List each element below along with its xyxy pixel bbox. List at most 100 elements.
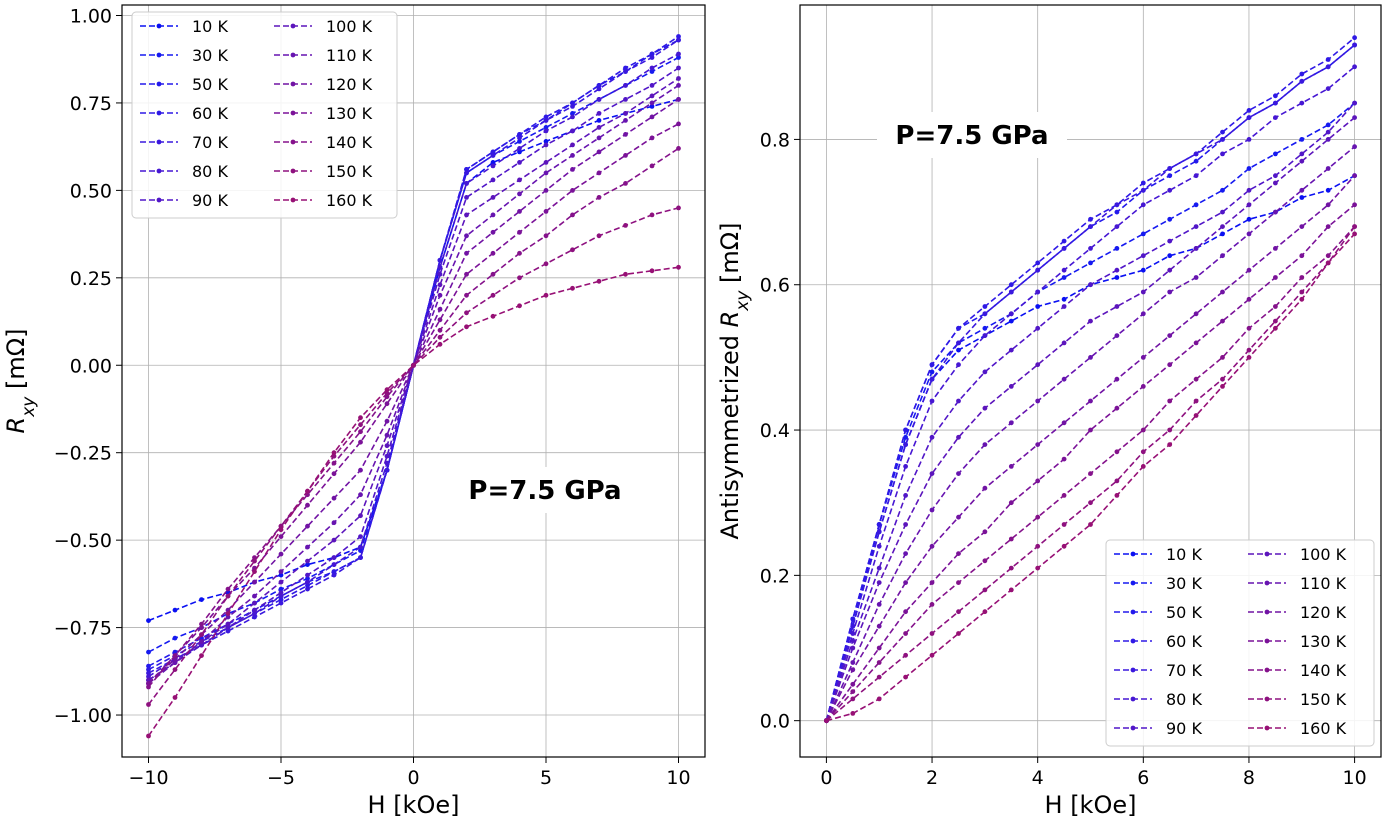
right-series-6-point (1140, 253, 1146, 259)
left-series-7-point (384, 443, 390, 449)
right-series-13-point (1193, 413, 1199, 418)
right-series-12-point (1299, 289, 1305, 295)
left-series-13-point (490, 313, 496, 319)
right-series-0-point (956, 347, 961, 353)
right-series-12-point (1114, 478, 1120, 484)
right-series-6-point (1193, 224, 1199, 230)
right-xtick-label: 10 (1342, 767, 1366, 789)
right-series-7-point (1140, 289, 1146, 295)
left-series-4-point (570, 104, 575, 109)
right-series-0-point (1167, 253, 1173, 259)
left-series-0-point (596, 118, 602, 123)
left-series-10-point (676, 121, 681, 127)
left-series-9-point (437, 306, 443, 312)
right-legend-item: 30 K (1114, 574, 1202, 593)
right-series-8-point (903, 551, 908, 556)
left-series-9-point (517, 209, 522, 214)
right-series-0-point (1061, 296, 1067, 302)
right-series-13-point (1035, 565, 1041, 571)
left-series-12-point (358, 422, 363, 428)
right-series-1-point (1114, 246, 1120, 251)
left-series-4-point (464, 170, 469, 176)
left-series-13-point (437, 341, 443, 347)
left-legend-marker (290, 52, 296, 58)
left-series-line-5 (148, 53, 679, 678)
left-legend: 10 K 30 K 50 K 60 K 70 K 80 K 90 K 100 K 110 K 12… (131, 11, 398, 219)
left-ytick-label: 0.00 (70, 355, 112, 377)
right-series-13-point (929, 652, 935, 658)
left-series-11-point (570, 212, 575, 218)
left-series-3-point (570, 100, 575, 106)
right-series-3-point (929, 362, 935, 368)
left-series-1-point (172, 635, 178, 641)
right-series-12-point (1061, 522, 1067, 527)
left-xtick-label: −10 (128, 767, 168, 789)
left-series-8-point (676, 83, 681, 88)
left-series-6-point (543, 142, 549, 148)
right-series-11-point (1061, 493, 1067, 498)
right-series-3-point (1088, 216, 1093, 222)
left-series-7-point (225, 621, 231, 627)
right-series-4-point (1299, 78, 1305, 84)
right-series-6-point (850, 638, 856, 644)
left-series-10-point (570, 188, 575, 193)
left-series-3-point (596, 83, 602, 88)
right-series-8-point (982, 442, 988, 447)
left-series-0-point (649, 104, 655, 109)
left-series-9-point (490, 229, 496, 235)
left-series-4-point (305, 586, 310, 592)
right-series-9-point (1220, 289, 1225, 295)
right-series-3-point (903, 427, 908, 433)
right-series-8-point (1140, 311, 1146, 317)
left-series-10-point (543, 209, 549, 214)
left-legend-label: 30 K (192, 46, 228, 65)
right-annotation-group: P=7.5 GPa (877, 112, 1067, 158)
left-legend-marker (156, 23, 162, 29)
right-series-10-point (929, 580, 935, 585)
left-legend-item: 70 K (140, 133, 228, 152)
right-series-7-point (1220, 224, 1225, 230)
right-series-11-point (1193, 376, 1199, 382)
right-series-12-point (1352, 224, 1357, 230)
right-series-12-point (1035, 543, 1041, 549)
right-series-10-point (1008, 500, 1014, 506)
left-series-1-point (278, 586, 284, 592)
left-series-9-point (464, 250, 469, 256)
right-series-1-point (929, 369, 935, 375)
left-series-10-point (517, 229, 522, 235)
right-series-11-point (1035, 514, 1041, 520)
right-series-4-point (1246, 115, 1252, 120)
left-series-13-point (146, 733, 151, 739)
left-series-5-point (331, 562, 337, 567)
left-series-8-point (649, 100, 655, 106)
left-series-10-point (305, 502, 310, 508)
left-series-4-point (384, 467, 390, 473)
right-annotation: P=7.5 GPa (895, 121, 1048, 151)
right-series-4-point (1167, 166, 1173, 171)
right-series-1-point (1325, 122, 1331, 128)
right-series-9-point (1114, 376, 1120, 382)
right-series-150k (824, 224, 1357, 724)
right-series-11-point (1167, 398, 1173, 404)
right-xtick-label: 6 (1137, 767, 1149, 789)
left-legend-item: 140 K (274, 133, 373, 152)
right-series-10-point (956, 551, 961, 556)
left-series-6-point (358, 534, 363, 539)
left-series-9-point (623, 132, 628, 137)
right-legend-marker (1130, 580, 1136, 586)
left-series-8-point (358, 492, 363, 498)
left-series-7-point (278, 579, 284, 585)
right-series-11-point (1088, 471, 1093, 476)
right-series-9-point (1352, 173, 1357, 179)
left-series-11-point (596, 195, 602, 200)
right-series-8-point (956, 471, 961, 476)
right-series-4-point (1325, 64, 1331, 70)
right-legend-label: 50 K (1166, 603, 1202, 622)
left-series-13-point (596, 278, 602, 284)
left-series-7-point (490, 195, 496, 200)
left-panel: P=7.5 GPa −10 −5 0 5 10 −1.00 −0.75 −0.50 −0.25 0… (2, 4, 706, 819)
right-series-11-point (1008, 536, 1014, 542)
right-series-3-point (1035, 260, 1041, 266)
right-series-12-point (956, 609, 961, 615)
left-series-13-point (411, 362, 416, 368)
